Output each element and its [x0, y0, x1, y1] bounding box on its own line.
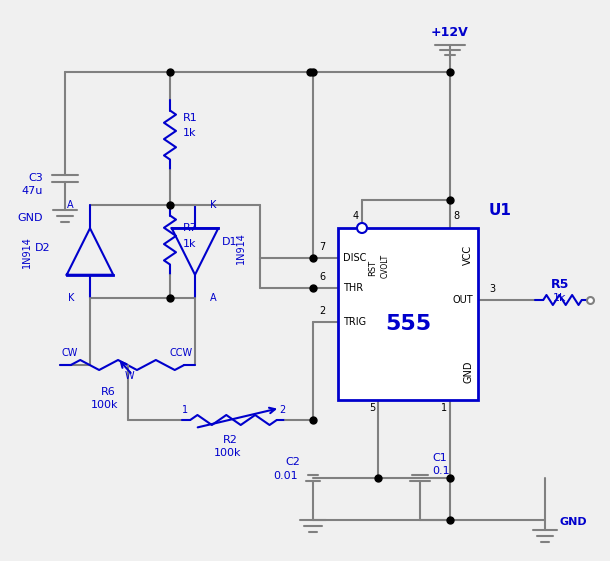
- Text: 555: 555: [385, 314, 431, 334]
- Text: C2: C2: [285, 457, 300, 467]
- Text: +12V: +12V: [431, 25, 469, 39]
- Text: VCC: VCC: [463, 245, 473, 265]
- Text: 1k: 1k: [183, 128, 196, 138]
- Text: K: K: [210, 200, 217, 210]
- Text: 7: 7: [319, 242, 325, 252]
- Text: 2: 2: [279, 405, 285, 415]
- Text: CW: CW: [62, 348, 78, 358]
- Text: GND: GND: [463, 361, 473, 383]
- Text: D1: D1: [222, 237, 237, 247]
- Text: U1: U1: [489, 203, 511, 218]
- Text: CCW: CCW: [170, 348, 193, 358]
- Text: 2: 2: [319, 306, 325, 316]
- Circle shape: [357, 223, 367, 233]
- Text: W: W: [124, 371, 134, 381]
- Text: C1: C1: [432, 453, 447, 463]
- Text: A: A: [67, 200, 74, 210]
- Text: 5: 5: [369, 403, 375, 413]
- Text: GND: GND: [560, 517, 587, 527]
- Text: R6: R6: [101, 387, 115, 397]
- Text: 8: 8: [453, 211, 459, 221]
- Text: A: A: [210, 293, 217, 303]
- Text: 1: 1: [182, 405, 188, 415]
- Text: R2: R2: [223, 435, 237, 445]
- Text: DISC: DISC: [343, 253, 367, 263]
- Text: 1k: 1k: [183, 239, 196, 249]
- Text: 1N914: 1N914: [236, 232, 246, 264]
- Text: 0.01: 0.01: [273, 471, 298, 481]
- Text: 1: 1: [441, 403, 447, 413]
- Text: 1N914: 1N914: [22, 236, 32, 268]
- Bar: [338, 228, 478, 400]
- Text: 47u: 47u: [21, 186, 43, 196]
- Text: 0.1: 0.1: [432, 466, 450, 476]
- Text: RST: RST: [368, 260, 377, 276]
- Text: CVOLT: CVOLT: [381, 254, 390, 278]
- Text: 100k: 100k: [214, 448, 242, 458]
- Text: 4: 4: [353, 211, 359, 221]
- Text: THR: THR: [343, 283, 363, 293]
- Text: K: K: [68, 293, 74, 303]
- Text: OUT: OUT: [453, 295, 473, 305]
- Text: R7: R7: [183, 223, 198, 233]
- Text: C3: C3: [28, 173, 43, 183]
- Text: R5: R5: [551, 278, 569, 291]
- Text: TRIG: TRIG: [343, 317, 366, 327]
- Text: R1: R1: [183, 113, 198, 123]
- Text: D2: D2: [35, 243, 51, 253]
- Text: 3: 3: [489, 284, 495, 294]
- Text: GND: GND: [18, 213, 43, 223]
- Text: 6: 6: [319, 272, 325, 282]
- Text: 100k: 100k: [92, 400, 119, 410]
- Text: 1k: 1k: [553, 293, 567, 303]
